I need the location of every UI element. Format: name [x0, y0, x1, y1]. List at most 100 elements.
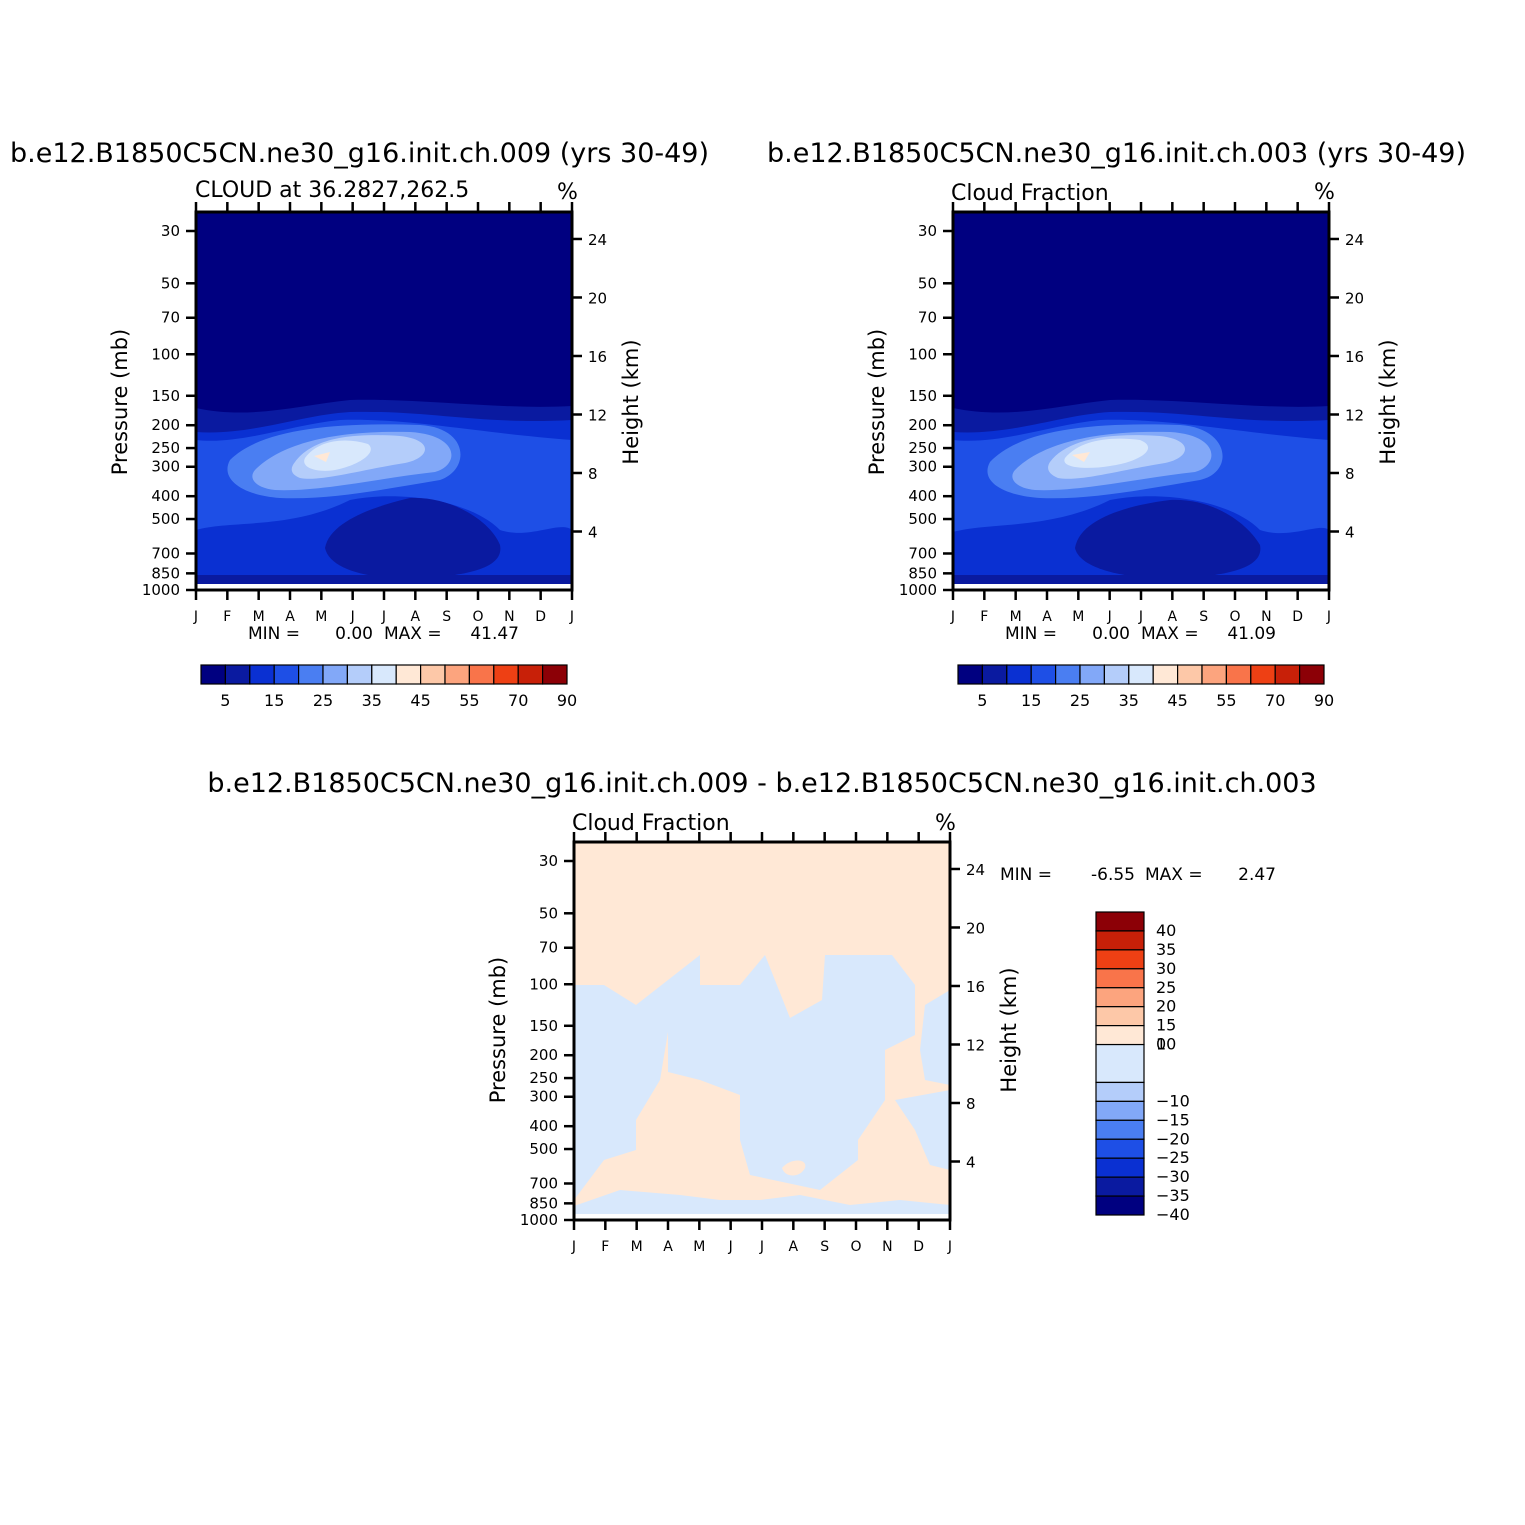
month-tick-label: N — [504, 609, 514, 625]
panel3-ylabel: Pressure (mb) — [486, 957, 510, 1104]
panel2-colorbar: 5 15 25 35 45 55 70 90 — [957, 664, 1334, 710]
pressure-tick-label: 850 — [908, 564, 937, 582]
pressure-tick-label: 70 — [161, 309, 180, 327]
month-tick-label: A — [1042, 609, 1052, 625]
pressure-tick-label: 100 — [908, 345, 937, 363]
colorbar-box — [1095, 1176, 1145, 1197]
height-tick-label: 4 — [966, 1153, 976, 1171]
colorbar-box — [1054, 664, 1081, 685]
colorbar-label: 0 — [1156, 1035, 1166, 1054]
pressure-tick-label: 1000 — [899, 581, 937, 599]
height-tick-label: 4 — [588, 523, 598, 541]
colorbar-box — [1095, 1157, 1145, 1178]
pressure-tick-label: 1000 — [142, 581, 180, 599]
month-tick-label: D — [913, 1239, 924, 1255]
pressure-tick-label: 100 — [151, 345, 180, 363]
colorbar-box — [1095, 1195, 1145, 1216]
colorbar-box — [322, 664, 348, 685]
colorbar-box — [1095, 1081, 1145, 1102]
colorbar-box — [1095, 1043, 1145, 1084]
pressure-tick-label: 30 — [918, 222, 937, 240]
month-tick-label: F — [980, 609, 988, 625]
month-tick-label: J — [1326, 609, 1331, 625]
month-tick-label: A — [285, 609, 295, 625]
pressure-tick-label: 400 — [908, 487, 937, 505]
month-tick-label: A — [1168, 609, 1178, 625]
colorbar-label: 15 — [1156, 1016, 1176, 1035]
colorbar-label: 5 — [220, 691, 230, 710]
panel1-max-label: MAX = — [384, 624, 442, 644]
colorbar-label: 45 — [410, 691, 430, 710]
pressure-tick-label: 200 — [529, 1046, 558, 1064]
colorbar-label: 25 — [1156, 978, 1176, 997]
height-tick-label: 12 — [966, 1036, 985, 1054]
panel3-contour-field — [574, 842, 950, 1218]
panel1-units: % — [557, 180, 578, 205]
colorbar-box — [957, 664, 983, 685]
colorbar-label: 35 — [1119, 691, 1139, 710]
colorbar-label: 70 — [508, 691, 528, 710]
height-tick-label: 20 — [588, 289, 607, 307]
height-tick-label: 8 — [588, 465, 598, 483]
colorbar-label: 70 — [1265, 691, 1285, 710]
month-tick-label: D — [1292, 609, 1303, 625]
colorbar-label: 10 — [1156, 1035, 1176, 1054]
height-tick-label: 12 — [1345, 406, 1364, 424]
month-tick-label: D — [535, 609, 546, 625]
month-tick-label: J — [350, 609, 355, 625]
pressure-tick-label: 850 — [151, 564, 180, 582]
height-tick-label: 16 — [966, 978, 985, 996]
colorbar-box — [249, 664, 275, 685]
month-tick-label: J — [381, 609, 386, 625]
month-tick-label: A — [789, 1239, 799, 1255]
panel1-min-value: 0.00 — [335, 624, 373, 644]
colorbar-label: 35 — [1156, 940, 1176, 959]
panel3-subtitle: Cloud Fraction — [572, 811, 730, 836]
panel1-y2label: Height (km) — [619, 339, 643, 464]
colorbar-label: 55 — [459, 691, 479, 710]
pressure-tick-label: 150 — [151, 387, 180, 405]
panel1-subtitle: CLOUD at 36.2827,262.5 — [195, 178, 469, 203]
colorbar-box — [273, 664, 300, 685]
panel2-subtitle: Cloud Fraction — [951, 181, 1109, 206]
month-tick-label: F — [601, 1239, 609, 1255]
colorbar-label: 25 — [313, 691, 333, 710]
pressure-tick-label: 150 — [908, 387, 937, 405]
month-tick-label: J — [571, 1239, 576, 1255]
panel2-y2label: Height (km) — [1376, 339, 1400, 464]
height-tick-label: 24 — [588, 231, 607, 249]
colorbar-box — [1095, 987, 1145, 1008]
month-tick-label: O — [850, 1239, 861, 1255]
colorbar-label: 40 — [1156, 921, 1176, 940]
pressure-tick-label: 200 — [151, 416, 180, 434]
colorbar-label: 15 — [264, 691, 284, 710]
colorbar-label: −15 — [1156, 1110, 1190, 1129]
panel1-contour-field — [196, 212, 572, 588]
panel-top-right: b.e12.B1850C5CN.ne30_g16.init.ch.003 (yr… — [767, 138, 1466, 710]
panel3-min-label: MIN = — [1000, 865, 1052, 885]
colorbar-box — [420, 664, 446, 685]
colorbar-box — [1079, 664, 1105, 685]
colorbar-label: −30 — [1156, 1167, 1190, 1186]
height-tick-label: 8 — [966, 1095, 976, 1113]
colorbar-box — [298, 664, 324, 685]
panel2-max-value: 41.09 — [1227, 624, 1276, 644]
colorbar-box — [1298, 664, 1325, 685]
month-tick-label: F — [223, 609, 231, 625]
month-tick-label: O — [1229, 609, 1240, 625]
month-tick-label: S — [820, 1239, 829, 1255]
height-tick-label: 12 — [588, 406, 607, 424]
colorbar-box — [1095, 930, 1145, 951]
height-tick-label: 4 — [1345, 523, 1355, 541]
colorbar-label: −10 — [1156, 1091, 1190, 1110]
colorbar-label: −40 — [1156, 1205, 1190, 1224]
panel1-max-value: 41.47 — [470, 624, 519, 644]
panel3-y2label: Height (km) — [997, 967, 1021, 1092]
colorbar-box — [1095, 1006, 1145, 1027]
pressure-tick-label: 50 — [161, 274, 180, 292]
colorbar-label: 45 — [1167, 691, 1187, 710]
pressure-tick-label: 30 — [539, 852, 558, 870]
month-tick-label: S — [1199, 609, 1208, 625]
